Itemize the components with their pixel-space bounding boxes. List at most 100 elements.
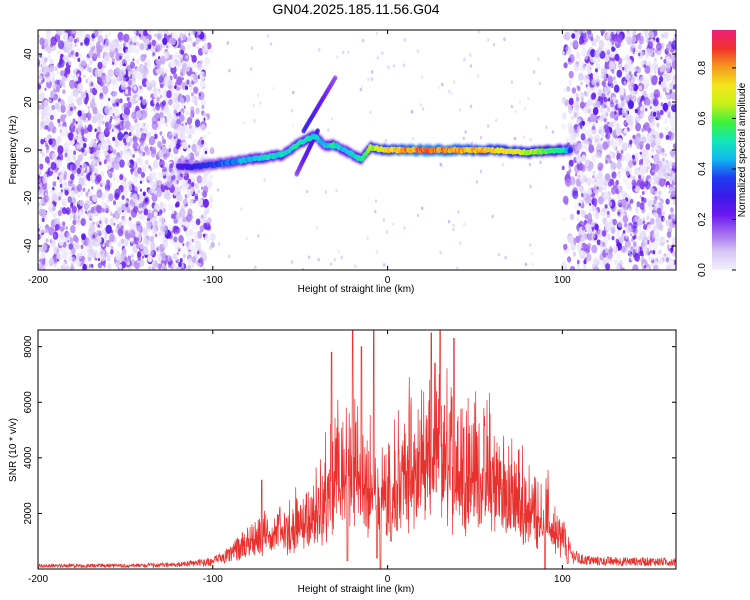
noise-blob: [318, 47, 321, 52]
noise-blob: [403, 38, 407, 42]
noise-blob: [651, 87, 655, 92]
noise-blob: [561, 189, 564, 193]
noise-blob: [196, 144, 202, 153]
noise-blob: [99, 93, 104, 100]
noise-blob: [62, 197, 67, 204]
noise-blob: [112, 90, 117, 98]
noise-blob: [56, 70, 60, 75]
noise-blob: [171, 174, 176, 181]
noise-blob: [568, 97, 574, 106]
noise-blob: [627, 100, 635, 110]
noise-blob: [653, 57, 658, 63]
noise-blob: [452, 227, 455, 232]
noise-blob: [601, 192, 604, 196]
noise-blob: [140, 122, 144, 128]
noise-blob: [88, 257, 91, 262]
noise-blob: [131, 111, 137, 120]
branch-blob: [301, 128, 306, 134]
noise-blob: [618, 185, 623, 193]
noise-blob: [140, 54, 146, 62]
noise-blob: [588, 208, 592, 213]
noise-blob: [593, 229, 596, 233]
noise-blob: [254, 265, 257, 269]
noise-blob: [566, 86, 571, 92]
noise-blob: [665, 198, 670, 205]
noise-blob: [572, 251, 577, 257]
noise-blob: [579, 240, 583, 245]
noise-blob: [576, 96, 580, 102]
noise-blob: [48, 138, 53, 145]
noise-blob: [45, 229, 48, 233]
noise-blob: [140, 145, 145, 152]
noise-blob: [159, 131, 163, 136]
noise-blob: [668, 258, 674, 267]
noise-blob: [54, 95, 58, 100]
noise-blob: [272, 87, 275, 91]
noise-blob: [584, 159, 590, 168]
noise-blob: [195, 218, 201, 226]
noise-blob: [127, 255, 131, 261]
noise-blob: [47, 173, 51, 178]
noise-blob: [127, 266, 132, 270]
noise-blob: [180, 72, 184, 77]
noise-blob: [38, 109, 41, 115]
noise-blob: [612, 172, 615, 177]
noise-blob: [630, 198, 634, 204]
noise-blob: [153, 133, 158, 140]
noise-blob: [655, 213, 659, 219]
noise-blob: [438, 85, 441, 90]
noise-blob: [171, 153, 174, 158]
noise-blob: [596, 186, 599, 190]
noise-blob: [154, 177, 158, 182]
noise-blob: [104, 121, 109, 128]
noise-blob: [64, 189, 69, 196]
noise-blob: [605, 263, 611, 270]
noise-blob: [665, 126, 669, 132]
noise-blob: [569, 41, 573, 47]
noise-blob: [581, 126, 587, 135]
noise-blob: [89, 155, 93, 160]
noise-blob: [82, 263, 87, 270]
noise-blob: [47, 170, 50, 174]
noise-blob: [615, 99, 619, 104]
noise-blob: [598, 39, 605, 48]
noise-blob: [644, 65, 651, 74]
noise-blob: [183, 105, 186, 109]
noise-blob: [162, 37, 168, 46]
noise-blob: [139, 150, 144, 157]
noise-blob: [187, 236, 192, 243]
noise-blob: [671, 56, 674, 62]
noise-blob: [245, 236, 249, 241]
noise-blob: [263, 178, 266, 182]
noise-blob: [174, 85, 177, 89]
noise-blob: [209, 147, 215, 155]
noise-blob: [381, 51, 384, 55]
noise-blob: [139, 180, 143, 184]
noise-blob: [130, 159, 134, 165]
noise-blob: [116, 102, 119, 107]
noise-blob: [452, 223, 455, 228]
noise-blob: [151, 121, 158, 130]
noise-blob: [146, 220, 152, 230]
noise-blob: [584, 65, 589, 72]
noise-blob: [38, 84, 42, 90]
noise-blob: [40, 120, 46, 129]
noise-blob: [112, 112, 115, 117]
noise-blob: [172, 130, 177, 136]
noise-blob: [628, 81, 635, 92]
noise-blob: [577, 78, 580, 82]
noise-blob: [565, 137, 569, 143]
noise-blob: [594, 223, 599, 231]
noise-blob: [115, 109, 120, 117]
noise-blob: [663, 31, 669, 39]
noise-blob: [665, 162, 670, 169]
noise-blob: [155, 233, 158, 238]
noise-blob: [145, 107, 148, 111]
noise-blob: [457, 210, 460, 214]
noise-blob: [132, 35, 138, 43]
noise-blob: [71, 205, 77, 213]
noise-blob: [592, 123, 596, 128]
noise-blob: [597, 96, 602, 102]
noise-blob: [639, 159, 644, 166]
